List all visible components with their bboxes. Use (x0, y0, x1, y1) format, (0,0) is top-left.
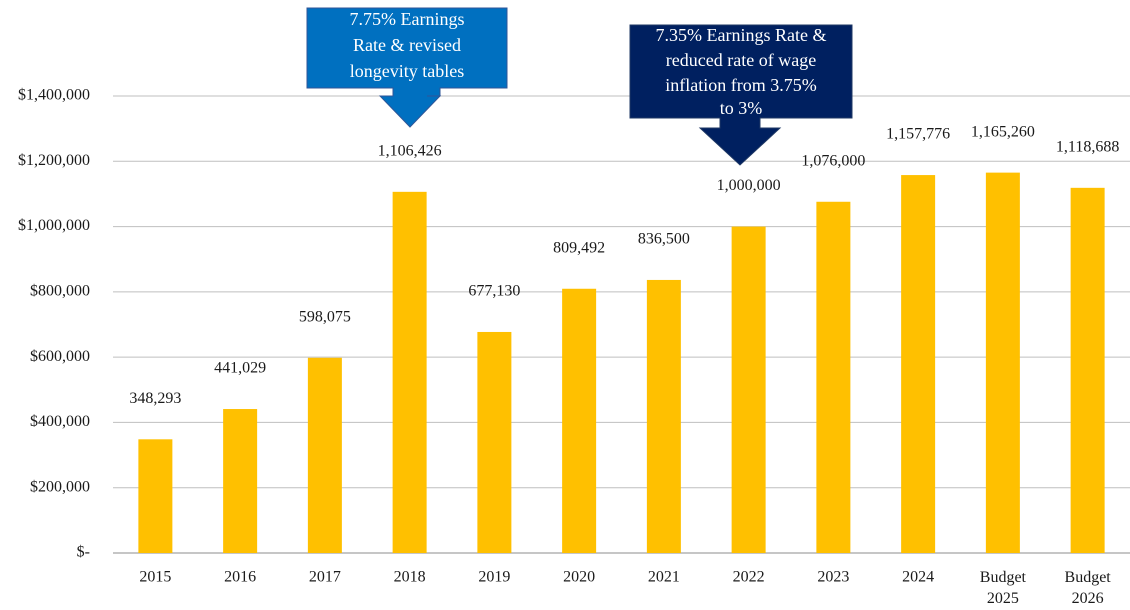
bar (1070, 187, 1105, 553)
annotation: 7.75% Earnings Rate & revised longevity … (306, 7, 508, 128)
y-tick-label: $1,400,000 (18, 87, 90, 104)
x-tick-label: 2023 (817, 569, 849, 586)
data-label: 1,157,776 (886, 126, 950, 143)
y-tick-label: $1,000,000 (18, 217, 90, 234)
x-tick-label: 2019 (478, 569, 510, 586)
callout-arrow (306, 7, 508, 128)
data-label: 809,492 (553, 239, 605, 256)
data-label: 348,293 (129, 390, 181, 407)
x-tick-label: 2016 (224, 569, 256, 586)
annotation-line: 7.35% Earnings Rate & (656, 25, 827, 45)
data-label: 1,106,426 (378, 143, 442, 160)
data-label: 836,500 (638, 231, 690, 248)
y-tick-label: $200,000 (30, 478, 90, 495)
bar (392, 191, 427, 554)
bar (901, 175, 936, 553)
x-tick-label: 2017 (309, 569, 341, 586)
x-tick-label: 2021 (648, 569, 680, 586)
annotation-line: to 3% (720, 98, 763, 118)
x-tick-label: 2015 (139, 569, 171, 586)
annotation-line: inflation from 3.75% (665, 75, 816, 95)
bar (562, 288, 597, 553)
y-tick-label: $800,000 (30, 283, 90, 300)
x-tick-label: 2024 (902, 569, 934, 586)
annotation-line: longevity tables (350, 61, 464, 81)
data-label: 677,130 (468, 283, 520, 300)
callout-arrow (629, 24, 853, 166)
data-label: 1,118,688 (1056, 139, 1119, 156)
y-tick-label: $1,200,000 (18, 152, 90, 169)
bar (646, 279, 681, 553)
data-label: 1,076,000 (801, 152, 865, 169)
y-tick-label: $600,000 (30, 348, 90, 365)
bar (985, 172, 1020, 553)
annotation: 7.35% Earnings Rate & reduced rate of wa… (629, 24, 853, 166)
data-label: 441,029 (214, 360, 266, 377)
annotation-line: reduced rate of wage (666, 50, 816, 70)
data-label: 1,000,000 (717, 177, 781, 194)
bar (477, 331, 512, 553)
x-tick-label: Budget 2026 (1065, 569, 1112, 607)
x-tick-label: Budget 2025 (980, 569, 1027, 607)
bar (138, 439, 173, 553)
data-label: 1,165,260 (971, 123, 1035, 140)
x-tick-label: 2018 (394, 569, 426, 586)
y-tick-label: $- (77, 544, 90, 561)
y-tick-label: $400,000 (30, 413, 90, 430)
x-tick-label: 2022 (733, 569, 765, 586)
annotation-line: Rate & revised (353, 35, 461, 55)
bar (223, 409, 258, 553)
data-label: 598,075 (299, 308, 351, 325)
plot: $- $200,000 $400,000 $600,000 $800,000 $1,000… (18, 87, 1130, 607)
bar (307, 357, 342, 553)
annotation-line: 7.75% Earnings (350, 9, 465, 29)
x-tick-label: 2020 (563, 569, 595, 586)
bar (731, 226, 766, 554)
bar (816, 201, 851, 553)
